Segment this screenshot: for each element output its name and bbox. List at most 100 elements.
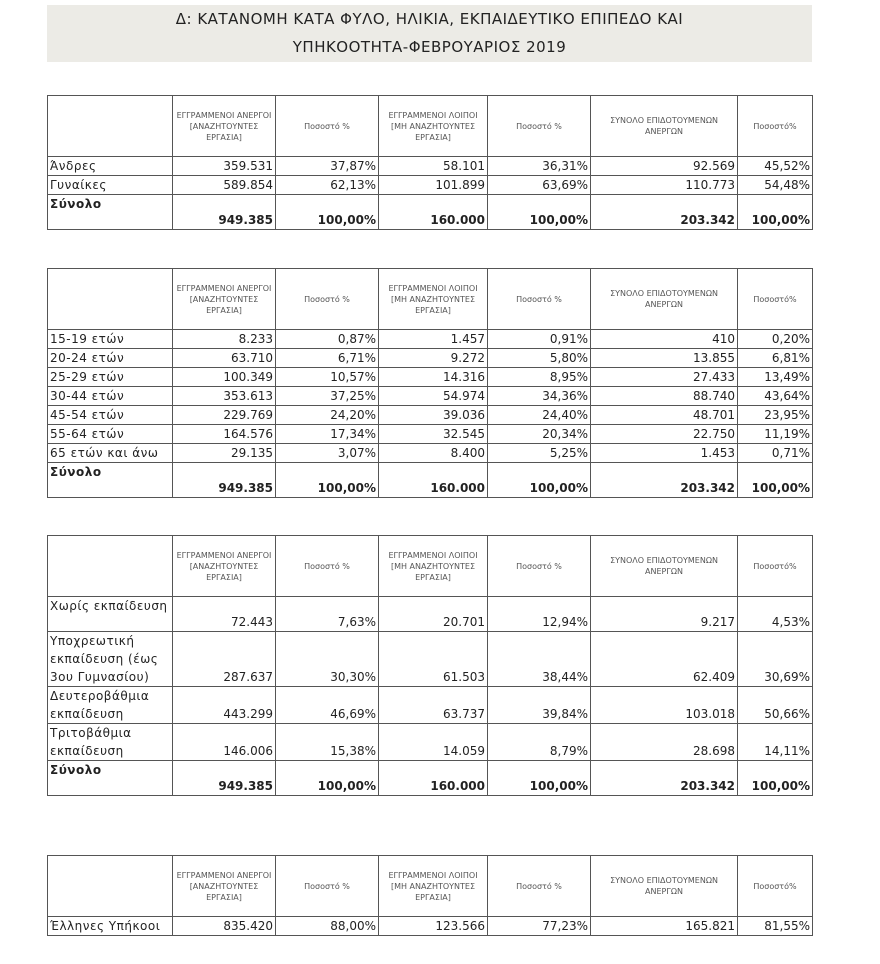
cell: 29.135 <box>172 443 276 463</box>
cell: 949.385 <box>172 194 276 230</box>
cell: 8.400 <box>378 443 488 463</box>
header-cell: Ποσοστό % <box>275 855 379 917</box>
cell: 1.457 <box>378 329 488 349</box>
table-row: 30-44 ετών 353.613 37,25% 54.974 34,36% 88.74… <box>47 386 813 406</box>
data-table: ΕΓΓΡΑΜΜΕΝΟΙ ΑΝΕΡΓΟΙ [ΑΝΑΖΗΤΟΥΝΤΕΣ ΕΡΓΑΣΙ… <box>47 855 813 936</box>
header-cell: Ποσοστό % <box>275 268 379 330</box>
cell: 14.059 <box>378 723 488 761</box>
cell: 100,00% <box>737 462 813 498</box>
cell: 0,71% <box>737 443 813 463</box>
row-label: 65 ετών και άνω <box>47 443 173 463</box>
table-row: Υποχρεωτική εκπαίδευση (έως 3ου Γυμνασίο… <box>47 631 813 687</box>
table-row: Χωρίς εκπαίδευση 72.443 7,63% 20.701 12,94% 9… <box>47 596 813 632</box>
title-line: Δ: ΚΑΤΑΝΟΜΗ ΚΑΤΑ ΦΥΛΟ, ΗΛΙΚΙΑ, ΕΚΠΑΙΔΕΥΤ… <box>175 10 684 28</box>
cell: 110.773 <box>590 175 738 195</box>
row-label: 45-54 ετών <box>47 405 173 425</box>
row-label: 25-29 ετών <box>47 367 173 387</box>
cell: 36,31% <box>487 156 591 176</box>
cell: 5,25% <box>487 443 591 463</box>
header-cell <box>47 268 173 330</box>
data-table: ΕΓΓΡΑΜΜΕΝΟΙ ΑΝΕΡΓΟΙ [ΑΝΑΖΗΤΟΥΝΤΕΣ ΕΡΓΑΣΙ… <box>47 95 813 230</box>
header-cell: ΣΥΝΟΛΟ ΕΠΙΔΟΤΟΥΜΕΝΩΝ ΑΝΕΡΓΩΝ <box>590 855 738 917</box>
row-label: Τριτοβάθμια εκπαίδευση <box>47 723 173 761</box>
cell: 100,00% <box>487 194 591 230</box>
cell: 81,55% <box>737 916 813 936</box>
header-cell <box>47 95 173 157</box>
cell: 39,84% <box>487 686 591 724</box>
row-label: 55-64 ετών <box>47 424 173 444</box>
header-cell: ΣΥΝΟΛΟ ΕΠΙΔΟΤΟΥΜΕΝΩΝ ΑΝΕΡΓΩΝ <box>590 268 738 330</box>
cell: 0,20% <box>737 329 813 349</box>
cell: 443.299 <box>172 686 276 724</box>
cell: 14,11% <box>737 723 813 761</box>
cell: 0,91% <box>487 329 591 349</box>
header-cell <box>47 855 173 917</box>
table-row: Σύνολο 949.385 100,00% 160.000 100,00% 203.34… <box>47 194 813 230</box>
cell: 20,34% <box>487 424 591 444</box>
cell: 61.503 <box>378 631 488 687</box>
cell: 100,00% <box>737 194 813 230</box>
cell: 8,79% <box>487 723 591 761</box>
cell: 100,00% <box>275 194 379 230</box>
cell: 8.233 <box>172 329 276 349</box>
cell: 28.698 <box>590 723 738 761</box>
cell: 160.000 <box>378 194 488 230</box>
table-row: 55-64 ετών 164.576 17,34% 32.545 20,34% 22.75… <box>47 424 813 444</box>
cell: 92.569 <box>590 156 738 176</box>
cell: 30,30% <box>275 631 379 687</box>
cell: 949.385 <box>172 462 276 498</box>
header-cell: ΕΓΓΡΑΜΜΕΝΟΙ ΛΟΙΠΟΙ [ΜΗ ΑΝΑΖΗΤΟΥΝΤΕΣ ΕΡΓΑ… <box>378 535 488 597</box>
cell: 9.217 <box>590 596 738 632</box>
cell: 77,23% <box>487 916 591 936</box>
title-line: ΥΠΗΚΟΟΤΗΤΑ-ΦΕΒΡΟΥΑΡΙΟΣ 2019 <box>292 38 567 56</box>
title-box: Δ: ΚΑΤΑΝΟΜΗ ΚΑΤΑ ΦΥΛΟ, ΗΛΙΚΙΑ, ΕΚΠΑΙΔΕΥΤ… <box>47 5 812 62</box>
header-cell: Ποσοστό % <box>487 535 591 597</box>
cell: 24,20% <box>275 405 379 425</box>
cell: 45,52% <box>737 156 813 176</box>
cell: 23,95% <box>737 405 813 425</box>
cell: 39.036 <box>378 405 488 425</box>
cell: 14.316 <box>378 367 488 387</box>
header-cell: ΕΓΓΡΑΜΜΕΝΟΙ ΑΝΕΡΓΟΙ [ΑΝΑΖΗΤΟΥΝΤΕΣ ΕΡΓΑΣΙ… <box>172 95 276 157</box>
cell: 160.000 <box>378 760 488 796</box>
header-cell: ΣΥΝΟΛΟ ΕΠΙΔΟΤΟΥΜΕΝΩΝ ΑΝΕΡΓΩΝ <box>590 95 738 157</box>
cell: 37,87% <box>275 156 379 176</box>
cell: 62,13% <box>275 175 379 195</box>
table-row: 45-54 ετών 229.769 24,20% 39.036 24,40% 48.70… <box>47 405 813 425</box>
cell: 165.821 <box>590 916 738 936</box>
cell: 100.349 <box>172 367 276 387</box>
header-cell: ΕΓΓΡΑΜΜΕΝΟΙ ΑΝΕΡΓΟΙ [ΑΝΑΖΗΤΟΥΝΤΕΣ ΕΡΓΑΣΙ… <box>172 268 276 330</box>
cell: 63,69% <box>487 175 591 195</box>
header-cell: ΕΓΓΡΑΜΜΕΝΟΙ ΛΟΙΠΟΙ [ΜΗ ΑΝΑΖΗΤΟΥΝΤΕΣ ΕΡΓΑ… <box>378 95 488 157</box>
cell: 589.854 <box>172 175 276 195</box>
cell: 160.000 <box>378 462 488 498</box>
cell: 103.018 <box>590 686 738 724</box>
cell: 1.453 <box>590 443 738 463</box>
cell: 3,07% <box>275 443 379 463</box>
cell: 30,69% <box>737 631 813 687</box>
cell: 164.576 <box>172 424 276 444</box>
header-cell: Ποσοστό% <box>737 535 813 597</box>
cell: 88.740 <box>590 386 738 406</box>
cell: 32.545 <box>378 424 488 444</box>
cell: 43,64% <box>737 386 813 406</box>
cell: 949.385 <box>172 760 276 796</box>
header-cell: ΕΓΓΡΑΜΜΕΝΟΙ ΛΟΙΠΟΙ [ΜΗ ΑΝΑΖΗΤΟΥΝΤΕΣ ΕΡΓΑ… <box>378 268 488 330</box>
header-cell: ΕΓΓΡΑΜΜΕΝΟΙ ΑΝΕΡΓΟΙ [ΑΝΑΖΗΤΟΥΝΤΕΣ ΕΡΓΑΣΙ… <box>172 535 276 597</box>
cell: 38,44% <box>487 631 591 687</box>
table-row: Τριτοβάθμια εκπαίδευση 146.006 15,38% 14.05… <box>47 723 813 761</box>
header-row: ΕΓΓΡΑΜΜΕΝΟΙ ΑΝΕΡΓΟΙ [ΑΝΑΖΗΤΟΥΝΤΕΣ ΕΡΓΑΣΙ… <box>47 95 813 157</box>
header-row: ΕΓΓΡΑΜΜΕΝΟΙ ΑΝΕΡΓΟΙ [ΑΝΑΖΗΤΟΥΝΤΕΣ ΕΡΓΑΣΙ… <box>47 535 813 597</box>
table-row: 25-29 ετών 100.349 10,57% 14.316 8,95% 27.433… <box>47 367 813 387</box>
table-row: 20-24 ετών 63.710 6,71% 9.272 5,80% 13.855 6,8… <box>47 348 813 368</box>
header-row: ΕΓΓΡΑΜΜΕΝΟΙ ΑΝΕΡΓΟΙ [ΑΝΑΖΗΤΟΥΝΤΕΣ ΕΡΓΑΣΙ… <box>47 268 813 330</box>
table-row: Γυναίκες 589.854 62,13% 101.899 63,69% 110.77… <box>47 175 813 195</box>
table-row: Άνδρες 359.531 37,87% 58.101 36,31% 92.569 45,… <box>47 156 813 176</box>
cell: 100,00% <box>487 462 591 498</box>
cell: 4,53% <box>737 596 813 632</box>
cell: 37,25% <box>275 386 379 406</box>
table-row: Σύνολο 949.385 100,00% 160.000 100,00% 203.34… <box>47 760 813 796</box>
cell: 6,71% <box>275 348 379 368</box>
cell: 11,19% <box>737 424 813 444</box>
